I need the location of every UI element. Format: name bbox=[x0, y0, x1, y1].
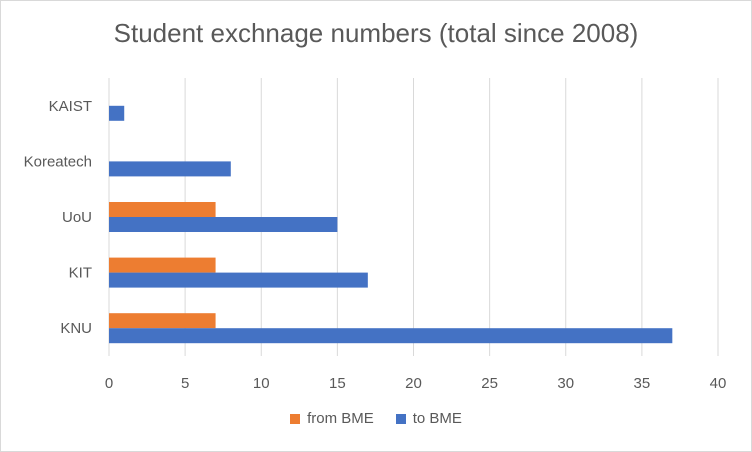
legend-item-from-bme: from BME bbox=[290, 410, 374, 427]
x-tick-label-5: 25 bbox=[481, 375, 498, 392]
x-tick-label-2: 10 bbox=[253, 375, 270, 392]
chart-title: Student exchnage numbers (total since 20… bbox=[113, 18, 639, 48]
bar-from-bme-3 bbox=[109, 257, 216, 273]
x-tick-label-7: 35 bbox=[634, 375, 651, 392]
x-tick-label-8: 40 bbox=[710, 375, 727, 392]
category-label-3: KIT bbox=[69, 265, 92, 282]
bar-to-bme-2 bbox=[109, 217, 338, 232]
legend-swatch-to-bme bbox=[395, 413, 406, 424]
legend-label-to-bme: to BME bbox=[412, 410, 462, 427]
x-tick-label-1: 5 bbox=[181, 375, 189, 392]
legend-item-to-bme: to BME bbox=[395, 410, 462, 427]
legend-label-from-bme: from BME bbox=[307, 410, 374, 427]
bar-from-bme-2 bbox=[109, 202, 216, 217]
category-label-1: Koreatech bbox=[24, 153, 92, 170]
bar-to-bme-1 bbox=[109, 161, 231, 177]
x-tick-label-6: 30 bbox=[557, 375, 574, 392]
bar-to-bme-4 bbox=[109, 328, 673, 344]
legend-swatch-from-bme bbox=[290, 413, 301, 424]
x-tick-label-0: 0 bbox=[105, 375, 113, 392]
bar-to-bme-3 bbox=[109, 272, 368, 288]
bar-from-bme-4 bbox=[109, 313, 216, 329]
category-label-2: UoU bbox=[62, 209, 92, 226]
x-tick-label-3: 15 bbox=[329, 375, 346, 392]
category-label-4: KNU bbox=[60, 320, 92, 337]
category-label-0: KAIST bbox=[49, 98, 92, 115]
legend: from BME to BME bbox=[0, 410, 752, 427]
bar-to-bme-0 bbox=[109, 105, 125, 121]
x-tick-label-4: 20 bbox=[405, 375, 422, 392]
